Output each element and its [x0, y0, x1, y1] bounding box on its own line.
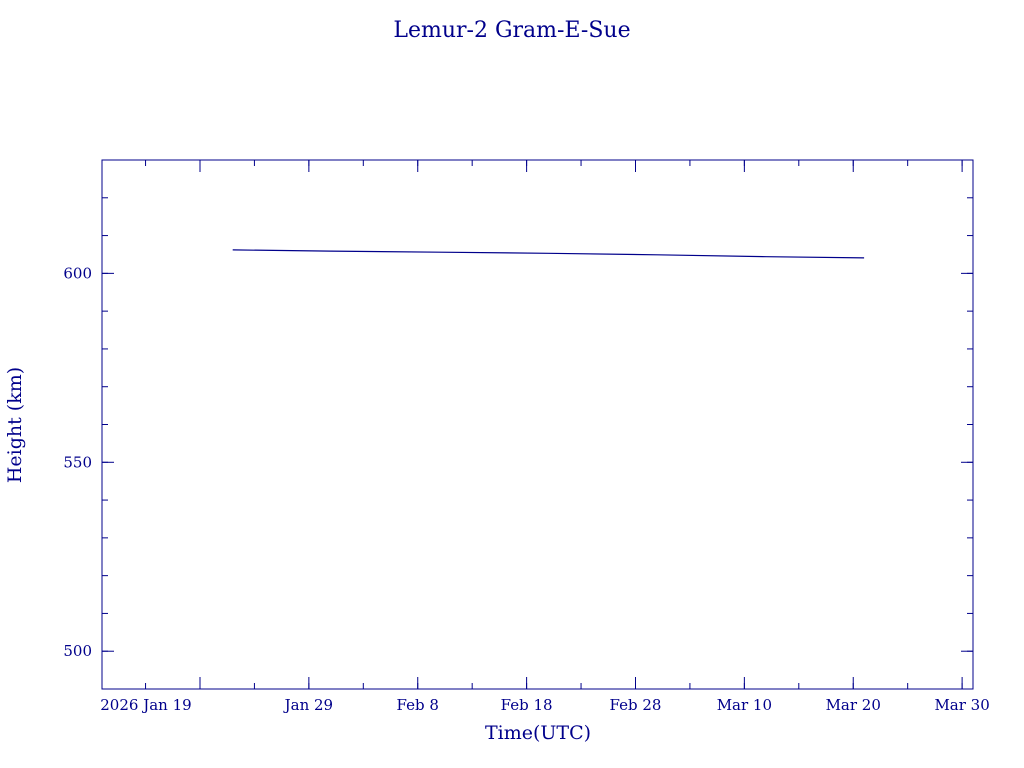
x-tick-label: Feb 28 [610, 696, 662, 714]
axis-ticks [102, 159, 973, 690]
y-tick-label: 600 [63, 264, 92, 282]
y-axis-label: Height (km) [4, 367, 26, 483]
x-tick-label: Feb 18 [501, 696, 553, 714]
tick-labels: 2026 Jan 19 Jan 29 Feb 8 Feb 18 Feb 28 Mar 10… [63, 264, 989, 714]
x-tick-label: Mar 20 [826, 696, 881, 714]
x-axis-label: Time(UTC) [485, 722, 591, 744]
plot-frame [101, 159, 974, 690]
x-tick-label: Mar 30 [934, 696, 989, 714]
x-tick-label: Jan 29 [283, 696, 333, 714]
y-tick-label: 550 [63, 453, 92, 471]
x-tick-label: Mar 10 [717, 696, 772, 714]
chart-title: Lemur-2 Gram-E-Sue [393, 18, 630, 43]
y-tick-label: 500 [63, 642, 92, 660]
series-group [232, 249, 865, 259]
series-line-0 [232, 249, 865, 259]
x-tick-label: 2026 Jan 19 [100, 696, 191, 714]
x-tick-label: Feb 8 [397, 696, 439, 714]
